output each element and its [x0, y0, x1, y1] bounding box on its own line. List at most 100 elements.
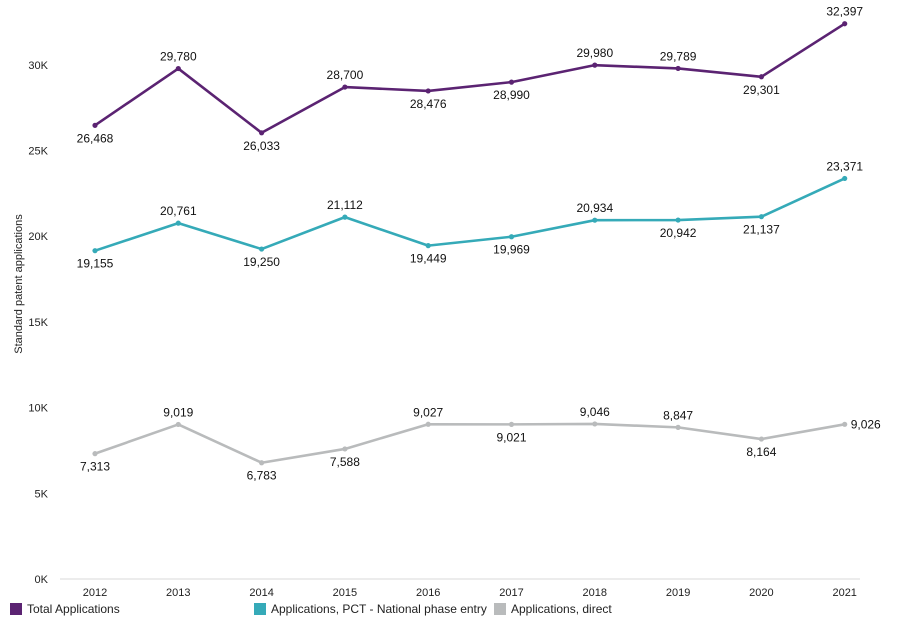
data-label: 9,021 — [496, 430, 526, 444]
legend-label: Total Applications — [27, 602, 120, 616]
data-point — [675, 217, 681, 223]
data-point — [758, 436, 765, 442]
data-point — [425, 243, 431, 249]
data-point — [592, 217, 598, 223]
series-group: 26,468 29,780 26,033 28,700 28,476 28,990 29,9… — [77, 5, 864, 153]
data-label: 28,476 — [410, 97, 447, 111]
data-label: 23,371 — [826, 159, 863, 173]
data-point — [425, 421, 431, 427]
data-label: 26,468 — [77, 131, 114, 145]
data-label: 9,026 — [851, 417, 881, 431]
data-point — [758, 74, 765, 80]
data-label: 29,789 — [660, 49, 697, 63]
data-point — [675, 65, 681, 72]
data-point — [842, 421, 848, 427]
data-label: 29,301 — [743, 83, 780, 97]
data-point — [175, 65, 181, 72]
y-tick-label: 0K — [35, 574, 49, 586]
y-tick-label: 30K — [28, 60, 48, 72]
legend: Total Applications Applications, PCT - Na… — [10, 602, 612, 616]
data-label: 19,250 — [243, 255, 280, 269]
data-label: 9,046 — [580, 405, 610, 419]
data-point — [425, 88, 431, 94]
legend-item: Total Applications — [10, 602, 120, 616]
data-point — [342, 84, 348, 90]
series-layer: 26,468 29,780 26,033 28,700 28,476 28,990 29,9… — [77, 5, 881, 483]
y-tick-label: 25K — [28, 146, 48, 158]
data-point — [758, 214, 765, 220]
data-point — [842, 21, 848, 27]
legend-swatch — [10, 603, 22, 615]
data-label: 20,934 — [576, 201, 613, 215]
data-label: 8,164 — [746, 445, 776, 459]
series-line — [93, 422, 847, 465]
data-label: 29,780 — [160, 50, 197, 64]
data-point — [508, 234, 515, 240]
legend-swatch — [494, 603, 506, 615]
x-tick-label: 2017 — [499, 587, 523, 599]
data-label: 7,313 — [80, 460, 110, 474]
x-axis-ticks: 2012 2013 2014 2015 2016 2017 2018 2019 2020 2021 — [83, 587, 857, 599]
y-axis-title: Standard patent applications — [13, 214, 25, 354]
data-point — [92, 451, 98, 457]
data-label: 20,761 — [160, 204, 197, 218]
x-tick-label: 2020 — [749, 587, 773, 599]
legend-item: Applications, direct — [494, 602, 612, 616]
x-tick-label: 2021 — [832, 587, 856, 599]
legend-swatch — [254, 603, 266, 615]
x-tick-label: 2014 — [249, 587, 273, 599]
y-tick-label: 20K — [28, 231, 48, 243]
data-label: 9,027 — [413, 405, 443, 419]
y-tick-label: 10K — [28, 403, 48, 415]
y-axis-ticks: 0K 5K 10K 15K 20K 25K 30K — [28, 60, 48, 586]
x-tick-label: 2015 — [333, 587, 357, 599]
data-point — [592, 421, 598, 427]
data-label: 32,397 — [826, 5, 863, 19]
data-point — [175, 220, 181, 226]
data-point — [342, 446, 348, 452]
data-label: 7,588 — [330, 455, 360, 469]
series-group: 19,155 20,761 19,250 21,112 19,449 19,969 20,9… — [77, 159, 864, 270]
legend-label: Applications, direct — [511, 602, 612, 616]
data-label: 29,980 — [576, 46, 613, 60]
data-point — [675, 424, 681, 430]
data-label: 9,019 — [163, 405, 193, 419]
legend-item: Applications, PCT - National phase entry — [254, 602, 487, 616]
data-label: 28,700 — [327, 68, 364, 82]
data-label: 21,112 — [327, 198, 363, 212]
data-point — [259, 460, 265, 466]
y-tick-label: 5K — [35, 488, 49, 500]
x-tick-label: 2019 — [666, 587, 690, 599]
data-label: 19,155 — [77, 257, 114, 271]
data-point — [92, 122, 98, 128]
data-label: 8,847 — [663, 408, 693, 422]
data-label: 6,783 — [247, 469, 277, 483]
data-point — [259, 130, 265, 136]
data-point — [508, 79, 515, 85]
x-tick-label: 2016 — [416, 587, 440, 599]
x-tick-label: 2012 — [83, 587, 107, 599]
data-label: 19,449 — [410, 252, 447, 266]
y-axis-title-group: Standard patent applications — [13, 214, 25, 354]
series-line — [93, 177, 847, 252]
data-point — [508, 421, 515, 427]
data-label: 21,137 — [743, 223, 780, 237]
data-label: 19,969 — [493, 243, 530, 257]
x-tick-label: 2013 — [166, 587, 190, 599]
data-point — [592, 62, 598, 68]
y-tick-label: 15K — [28, 317, 48, 329]
data-label: 20,942 — [660, 226, 697, 240]
data-label: 28,990 — [493, 88, 530, 102]
data-point — [175, 421, 181, 428]
data-label: 26,033 — [243, 139, 280, 153]
data-point — [259, 246, 265, 252]
series-group: 7,313 9,019 6,783 7,588 9,027 9,021 9,046 8,847… — [80, 405, 881, 483]
data-point — [842, 175, 848, 182]
series-line — [93, 22, 847, 135]
x-tick-label: 2018 — [583, 587, 607, 599]
data-point — [342, 214, 348, 220]
legend-label: Applications, PCT - National phase entry — [271, 602, 487, 616]
data-point — [92, 248, 98, 254]
